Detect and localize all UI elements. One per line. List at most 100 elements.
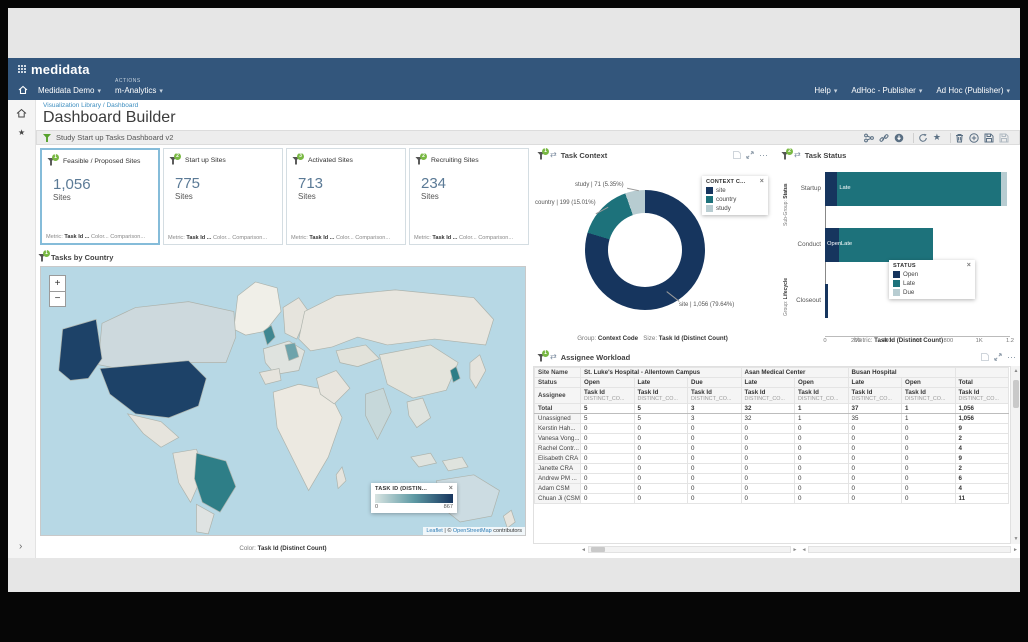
table-row[interactable]: Rachel Contr... 0 0 0 0 0 0 0 4	[534, 443, 1009, 454]
bar-segment-late[interactable]: Late	[838, 228, 933, 262]
metric-column-header[interactable]: Task Id DISTINCT_CO...	[740, 387, 795, 404]
share-icon[interactable]	[864, 133, 874, 143]
horizontal-scrollbar[interactable]: ◄ ► ◄ ►	[533, 545, 1020, 554]
table-row[interactable]: Adam CSM 0 0 0 0 0 0 0 4	[534, 483, 1009, 494]
site-group-header[interactable]: Busan Hospital	[847, 367, 956, 378]
filter-funnel-icon[interactable]: 2	[415, 152, 427, 165]
table-row[interactable]: Kerstin Hah... 0 0 0 0 0 0 0 9	[534, 423, 1009, 434]
status-column-header[interactable]: Open	[580, 377, 635, 388]
star-icon[interactable]: ★	[932, 132, 941, 142]
scroll-right-icon[interactable]: ►	[1013, 546, 1018, 553]
kpi-card[interactable]: 2 Start up Sites 775 Sites Metric: Task Id .…	[163, 148, 283, 245]
swap-axes-icon[interactable]: ⇄	[550, 352, 557, 361]
choropleth-map[interactable]: + − TASK ID (DISTIN... × 0 867	[40, 266, 526, 536]
swap-axes-icon[interactable]: ⇄	[794, 150, 801, 159]
link-icon[interactable]	[879, 133, 889, 143]
table-row[interactable]: Elisabeth CRA 0 0 0 0 0 0 0 9	[534, 453, 1009, 464]
save-as-icon[interactable]	[984, 133, 994, 143]
status-column-header[interactable]: Late	[740, 377, 795, 388]
nav-m-analytics[interactable]: ACTIONS m-Analytics	[115, 78, 163, 95]
table-row[interactable]: Chuan Ji (CSM) 0 0 0 0 0 0 0 11	[534, 493, 1009, 504]
bar-segment-due[interactable]	[1000, 172, 1007, 206]
home-icon[interactable]	[18, 85, 28, 95]
openstreetmap-link[interactable]: OpenStreetMap	[452, 528, 492, 534]
filter-funnel-icon[interactable]: 2	[781, 147, 793, 160]
scrollbar-thumb[interactable]	[1013, 380, 1019, 408]
bar-track[interactable]	[825, 284, 1010, 318]
save-icon[interactable]	[999, 133, 1009, 143]
zoom-out-button[interactable]: −	[49, 291, 66, 307]
table-row[interactable]: Unassigned 5 5 3 32 1 35 1 1,056	[534, 413, 1009, 424]
bar-track[interactable]: Open Late	[825, 228, 1010, 262]
metric-column-header[interactable]: Task Id DISTINCT_CO...	[954, 387, 1009, 404]
scrollbar-thumb[interactable]	[590, 547, 605, 552]
close-icon[interactable]: ×	[966, 262, 971, 269]
leaflet-link[interactable]: Leaflet	[426, 528, 443, 534]
filter-funnel-icon[interactable]: 1	[47, 153, 59, 166]
metric-column-header[interactable]: Task Id DISTINCT_CO...	[633, 387, 688, 404]
download-icon[interactable]	[894, 133, 904, 143]
filter-funnel-icon[interactable]: 2	[169, 152, 181, 165]
bar-segment-late[interactable]: Late	[837, 172, 1001, 206]
nav-help[interactable]: Help	[814, 86, 837, 95]
status-column-header[interactable]: Due	[687, 377, 742, 388]
metric-column-header[interactable]: Task Id DISTINCT_CO...	[687, 387, 742, 404]
status-column-header[interactable]: Open	[901, 377, 956, 388]
rail-home-icon[interactable]	[16, 108, 27, 119]
more-options-icon[interactable]: ⋯	[1007, 352, 1016, 362]
swap-axes-icon[interactable]: ⇄	[550, 150, 557, 159]
legend-item[interactable]: Open	[893, 271, 971, 278]
status-column-header[interactable]: Late	[633, 377, 688, 388]
status-column-header[interactable]: Total	[954, 377, 1009, 388]
legend-item[interactable]: study	[706, 205, 764, 212]
zoom-in-button[interactable]: +	[49, 275, 66, 291]
trash-icon[interactable]	[955, 133, 964, 143]
dashboard-filter-bar[interactable]: Study Start up Tasks Dashboard v2	[36, 130, 1020, 145]
expand-icon[interactable]	[994, 353, 1002, 361]
bar-track[interactable]: Late	[825, 172, 1010, 206]
more-options-icon[interactable]: ⋯	[759, 150, 768, 160]
scroll-left-icon[interactable]: ◄	[801, 546, 807, 553]
legend-item[interactable]: site	[706, 187, 764, 194]
filter-funnel-icon[interactable]: 1	[537, 147, 549, 160]
vertical-scrollbar[interactable]: ▲ ▼	[1010, 366, 1020, 544]
site-group-header[interactable]: Asan Medical Center	[740, 367, 849, 378]
close-icon[interactable]: ×	[759, 178, 764, 185]
scroll-right-icon[interactable]: ►	[792, 546, 798, 553]
filter-funnel-icon[interactable]: 1	[38, 249, 50, 262]
nav-adhoc-publisher[interactable]: AdHoc - Publisher	[851, 86, 922, 95]
table-row[interactable]: Janette CRA 0 0 0 0 0 0 0 2	[534, 463, 1009, 474]
close-icon[interactable]: ×	[448, 485, 453, 492]
rail-favorites-icon[interactable]: ★	[18, 128, 26, 137]
status-column-header[interactable]: Open	[794, 377, 849, 388]
legend-item[interactable]: Due	[893, 289, 971, 296]
filter-funnel-icon[interactable]: 1	[537, 349, 549, 362]
scroll-down-icon[interactable]: ▼	[1013, 536, 1019, 542]
site-group-header[interactable]	[954, 367, 1009, 378]
nav-ad-hoc-publisher[interactable]: Ad Hoc (Publisher)	[936, 86, 1010, 95]
table-row[interactable]: Vanesa Vong... 0 0 0 0 0 0 0 2	[534, 433, 1009, 444]
metric-column-header[interactable]: Task Id DISTINCT_CO...	[901, 387, 956, 404]
bar-segment-open[interactable]	[825, 284, 829, 318]
legend-item[interactable]: country	[706, 196, 764, 203]
table-row[interactable]: Andrew PM ... 0 0 0 0 0 0 0 6	[534, 473, 1009, 484]
donut-ring[interactable]	[585, 190, 705, 310]
site-group-header[interactable]: St. Luke's Hospital - Allentown Campus	[580, 367, 742, 378]
metric-column-header[interactable]: Task Id DISTINCT_CO...	[794, 387, 849, 404]
scroll-left-icon[interactable]: ◄	[581, 546, 586, 553]
bar-segment-open[interactable]: Open	[825, 228, 841, 262]
add-icon[interactable]	[969, 132, 979, 143]
metric-column-header[interactable]: Task Id DISTINCT_CO...	[580, 387, 635, 404]
table-row[interactable]: Total 5 5 3 32 1 37 1 1,056	[534, 403, 1009, 414]
filter-funnel-icon[interactable]: 3	[292, 152, 304, 165]
breadcrumb[interactable]: Visualization Library / Dashboard	[43, 102, 139, 109]
kpi-card[interactable]: 2 Recruiting Sites 234 Sites Metric: Task Id…	[409, 148, 529, 245]
rail-expand-chevron-icon[interactable]: ›	[19, 541, 23, 552]
save-icon[interactable]	[981, 353, 989, 361]
save-icon[interactable]	[733, 151, 741, 159]
metric-column-header[interactable]: Task Id DISTINCT_CO...	[847, 387, 902, 404]
expand-icon[interactable]	[746, 151, 754, 159]
legend-item[interactable]: Late	[893, 280, 971, 287]
scroll-up-icon[interactable]: ▲	[1013, 368, 1019, 374]
nav-medidata-demo[interactable]: Medidata Demo	[38, 86, 101, 95]
